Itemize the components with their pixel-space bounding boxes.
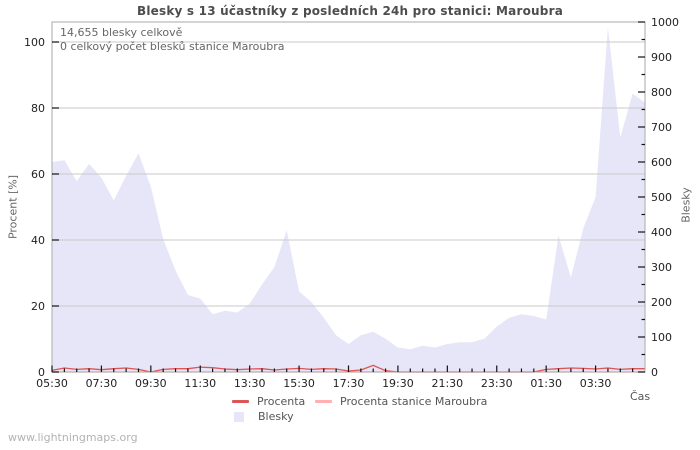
y-right-tick-label: 500 <box>651 191 672 204</box>
blesky-area-series <box>52 27 645 373</box>
x-tick-label: 15:30 <box>283 377 315 390</box>
legend-item-procenta: Procenta <box>232 395 305 408</box>
x-tick-label: 13:30 <box>234 377 266 390</box>
chart-title: Blesky s 13 účastníky z posledních 24h p… <box>137 4 563 18</box>
x-tick-label: 05:30 <box>36 377 68 390</box>
x-tick-label: 01:30 <box>530 377 562 390</box>
y-right-tick-label: 900 <box>651 51 672 64</box>
legend-line-swatch-pink <box>315 400 332 403</box>
y-left-tick-label: 0 <box>38 366 45 379</box>
y-left-tick-label: 20 <box>31 300 45 313</box>
y-right-tick-label: 400 <box>651 226 672 239</box>
x-tick-label: 09:30 <box>135 377 167 390</box>
legend-item-blesky: Blesky <box>232 410 294 423</box>
y-left-tick-label: 40 <box>31 234 45 247</box>
x-tick-label: 23:30 <box>481 377 513 390</box>
y-left-tick-label: 100 <box>24 36 45 49</box>
y-right-tick-label: 600 <box>651 156 672 169</box>
annotation-total-strikes: 14,655 blesky celkově <box>60 26 183 39</box>
y-right-tick-label: 800 <box>651 86 672 99</box>
legend-item-procenta-stanice: Procenta stanice Maroubra <box>315 395 487 408</box>
x-tick-label: 11:30 <box>184 377 216 390</box>
annotation-station-strikes: 0 celkový počet blesků stanice Maroubra <box>60 40 285 53</box>
x-tick-label: 03:30 <box>580 377 612 390</box>
x-tick-label: 19:30 <box>382 377 414 390</box>
watermark-url: www.lightningmaps.org <box>8 431 138 444</box>
legend-label-blesky: Blesky <box>258 410 294 423</box>
y-axis-left-title: Procent [%] <box>6 174 20 240</box>
y-right-tick-label: 200 <box>651 296 672 309</box>
y-left-tick-label: 60 <box>31 168 45 181</box>
y-right-tick-label: 0 <box>651 366 658 379</box>
x-tick-label: 07:30 <box>86 377 118 390</box>
y-right-tick-label: 300 <box>651 261 672 274</box>
legend-line-swatch-red <box>232 400 249 403</box>
legend-area-swatch-lavender <box>234 411 244 422</box>
legend-label-procenta-stanice: Procenta stanice Maroubra <box>340 395 488 408</box>
legend-label-procenta: Procenta <box>257 395 306 408</box>
y-axis-right-title: Blesky <box>679 187 693 223</box>
y-right-tick-label: 100 <box>651 331 672 344</box>
y-left-tick-label: 80 <box>31 102 45 115</box>
y-right-tick-label: 700 <box>651 121 672 134</box>
x-tick-label: 17:30 <box>333 377 365 390</box>
y-right-tick-label: 1000 <box>651 16 679 29</box>
x-tick-label: 21:30 <box>431 377 463 390</box>
x-axis-title: Čas <box>630 390 651 403</box>
